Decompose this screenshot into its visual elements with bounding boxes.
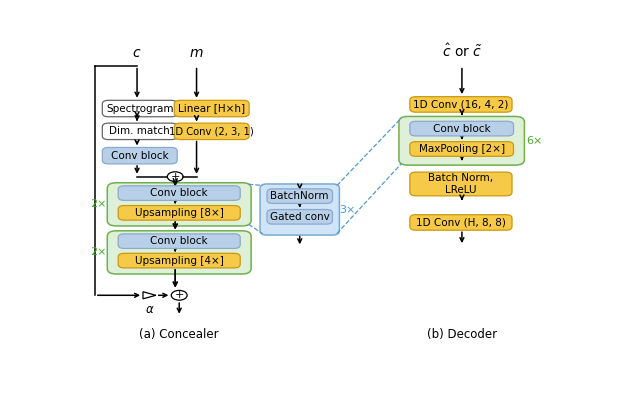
FancyBboxPatch shape bbox=[410, 172, 512, 196]
FancyBboxPatch shape bbox=[410, 215, 512, 230]
Text: +: + bbox=[170, 172, 180, 182]
Text: BatchNorm: BatchNorm bbox=[271, 191, 329, 201]
FancyBboxPatch shape bbox=[118, 234, 240, 248]
Text: Dim. match: Dim. match bbox=[109, 126, 170, 136]
Text: $\hat{c}$ or $\tilde{c}$: $\hat{c}$ or $\tilde{c}$ bbox=[442, 42, 482, 60]
Text: 1D Conv (16, 4, 2): 1D Conv (16, 4, 2) bbox=[413, 100, 509, 109]
Text: 2×: 2× bbox=[91, 247, 107, 258]
Text: $\mathit{m}$: $\mathit{m}$ bbox=[189, 45, 204, 60]
FancyBboxPatch shape bbox=[267, 189, 332, 203]
Text: Conv block: Conv block bbox=[111, 150, 168, 161]
Text: Upsampling [8×]: Upsampling [8×] bbox=[135, 208, 223, 218]
Text: 1D Conv (2, 3, 1): 1D Conv (2, 3, 1) bbox=[170, 126, 254, 136]
Text: Batch Norm,
LReLU: Batch Norm, LReLU bbox=[428, 173, 493, 195]
Text: Linear [H×h]: Linear [H×h] bbox=[178, 103, 245, 113]
Text: Conv block: Conv block bbox=[433, 124, 490, 134]
Text: (a) Concealer: (a) Concealer bbox=[140, 328, 219, 341]
Text: Gated conv: Gated conv bbox=[270, 212, 330, 222]
Text: $\mathit{c}$: $\mathit{c}$ bbox=[132, 45, 141, 60]
Text: Spectrogram: Spectrogram bbox=[106, 103, 173, 113]
FancyBboxPatch shape bbox=[102, 123, 177, 139]
FancyBboxPatch shape bbox=[102, 147, 177, 164]
Text: 3×: 3× bbox=[339, 205, 356, 214]
Text: MaxPooling [2×]: MaxPooling [2×] bbox=[419, 144, 505, 154]
FancyBboxPatch shape bbox=[118, 205, 240, 220]
Text: 6×: 6× bbox=[526, 136, 542, 146]
FancyBboxPatch shape bbox=[118, 186, 240, 200]
FancyBboxPatch shape bbox=[267, 209, 332, 224]
FancyBboxPatch shape bbox=[410, 97, 512, 112]
Text: (b) Decoder: (b) Decoder bbox=[427, 328, 497, 341]
FancyBboxPatch shape bbox=[399, 117, 524, 165]
FancyBboxPatch shape bbox=[108, 183, 251, 226]
FancyBboxPatch shape bbox=[102, 100, 177, 117]
FancyBboxPatch shape bbox=[174, 123, 249, 139]
Text: Conv block: Conv block bbox=[150, 188, 208, 198]
FancyBboxPatch shape bbox=[174, 100, 249, 117]
Text: 1D Conv (H, 8, 8): 1D Conv (H, 8, 8) bbox=[416, 217, 506, 228]
FancyBboxPatch shape bbox=[118, 253, 240, 268]
Text: 2×: 2× bbox=[91, 199, 107, 209]
FancyBboxPatch shape bbox=[410, 121, 513, 136]
FancyBboxPatch shape bbox=[410, 142, 513, 156]
FancyBboxPatch shape bbox=[108, 231, 251, 274]
Text: Conv block: Conv block bbox=[150, 236, 208, 246]
Text: $\alpha$: $\alpha$ bbox=[145, 303, 154, 316]
Text: +: + bbox=[175, 290, 184, 300]
FancyBboxPatch shape bbox=[260, 184, 339, 235]
Text: Upsampling [4×]: Upsampling [4×] bbox=[135, 256, 223, 265]
